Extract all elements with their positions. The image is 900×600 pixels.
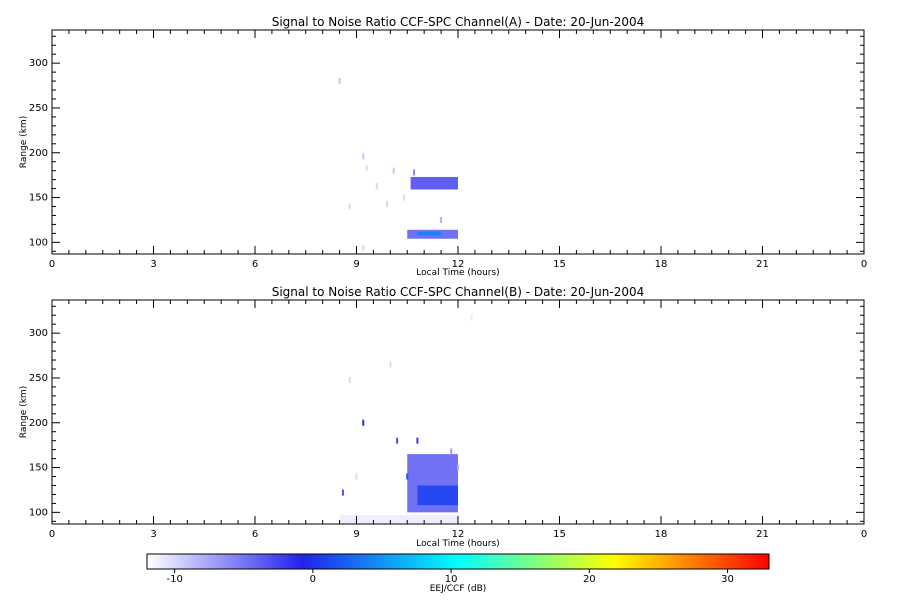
panel-a-point-9 xyxy=(385,200,388,207)
panel-b-xtick-label-7: 21 xyxy=(756,529,769,540)
panel-a-point-7 xyxy=(440,216,443,223)
panel-a-xtick-label-6: 18 xyxy=(655,259,668,270)
panel-channel-a: Signal to Noise Ratio CCF-SPC Channel(A)… xyxy=(19,15,867,278)
panel-b-ytick-label-2: 200 xyxy=(29,418,48,429)
panel-b-xtick-label-2: 6 xyxy=(252,529,258,540)
panel-a-point-4 xyxy=(348,203,351,210)
panel-a-marks xyxy=(338,78,458,251)
panel-a-point-2 xyxy=(365,164,368,171)
panel-b-xtick-label-3: 9 xyxy=(353,529,359,540)
panel-b-point-0 xyxy=(389,361,392,368)
colorbar-tick-label-1: 0 xyxy=(310,574,316,585)
panel-a-ytick-label-2: 200 xyxy=(29,148,48,159)
panel-a-point-10 xyxy=(362,244,365,251)
panel-a-point-3 xyxy=(375,182,378,189)
panel-b-xtick-label-1: 3 xyxy=(150,529,156,540)
panel-b-xlabel: Local Time (hours) xyxy=(416,539,499,549)
panel-b-region-2 xyxy=(417,485,458,506)
panel-b-ytick-label-1: 150 xyxy=(29,463,48,474)
panel-b-point-10 xyxy=(470,314,473,321)
panel-a-ylabel: Range (km) xyxy=(19,116,29,168)
colorbar-gradient xyxy=(146,553,770,570)
panel-b-point-2 xyxy=(362,419,365,426)
colorbar-label: EEJ/CCF (dB) xyxy=(430,584,487,594)
panel-b-point-7 xyxy=(457,464,459,471)
panel-a-xlabel: Local Time (hours) xyxy=(416,268,499,278)
panel-b-ylabel: Range (km) xyxy=(19,386,29,438)
panel-a-ytick-label-0: 100 xyxy=(29,237,48,248)
panel-a-ytick-label-4: 300 xyxy=(29,58,48,69)
panel-a-xtick-label-2: 6 xyxy=(252,259,258,270)
panel-b-marks xyxy=(339,314,473,524)
panel-a-xtick-label-1: 3 xyxy=(150,259,156,270)
colorbar-ticks: -10 0 10 20 30 xyxy=(166,569,734,585)
colorbar-tick-label-3: 20 xyxy=(583,574,596,585)
panel-a-point-8 xyxy=(392,167,395,174)
panel-a-title: Signal to Noise Ratio CCF-SPC Channel(A)… xyxy=(272,15,645,29)
panel-b-title: Signal to Noise Ratio CCF-SPC Channel(B)… xyxy=(272,285,645,299)
panel-a-region-2 xyxy=(417,231,442,236)
panel-b-region-0 xyxy=(339,515,458,524)
panel-a-xtick-label-7: 21 xyxy=(756,259,769,270)
panel-a-frame xyxy=(51,29,865,255)
panel-b-xtick-label-8: 0 xyxy=(861,529,867,540)
panel-b-xtick-label-5: 15 xyxy=(553,529,566,540)
panel-b-ytick-label-3: 250 xyxy=(29,373,48,384)
panel-a-point-1 xyxy=(362,153,365,160)
colorbar: -10 0 10 20 30 EEJ/CCF (dB) xyxy=(146,553,770,594)
panel-b-xtick-label-6: 18 xyxy=(655,529,668,540)
panel-b-point-1 xyxy=(348,376,351,383)
panel-b-ytick-label-0: 100 xyxy=(29,507,48,518)
colorbar-tick-label-4: 30 xyxy=(721,574,734,585)
panel-b-ytick-label-4: 300 xyxy=(29,328,48,339)
panel-a-xtick-label-5: 15 xyxy=(553,259,566,270)
panel-a-point-0 xyxy=(338,78,341,85)
panel-a-region-0 xyxy=(410,176,458,190)
panel-b-point-4 xyxy=(396,437,399,444)
colorbar-tick-label-0: -10 xyxy=(166,574,182,585)
panel-b-xtick-label-4: 12 xyxy=(452,529,465,540)
panel-a-xtick-label-4: 12 xyxy=(452,259,465,270)
panel-a-ytick-label-1: 150 xyxy=(29,193,48,204)
panel-channel-b: Signal to Noise Ratio CCF-SPC Channel(B)… xyxy=(19,285,867,549)
panel-b-xtick-label-0: 0 xyxy=(49,529,55,540)
panel-a-point-6 xyxy=(402,194,405,201)
panel-a-xtick-label-3: 9 xyxy=(353,259,359,270)
panel-a-point-5 xyxy=(413,169,416,176)
panel-b-point-9 xyxy=(355,473,358,480)
panel-a-ytick-label-3: 250 xyxy=(29,103,48,114)
panel-b-point-3 xyxy=(341,489,344,496)
panel-a-xtick-label-0: 0 xyxy=(49,259,55,270)
colorbar-tick-label-2: 10 xyxy=(445,574,458,585)
panel-b-point-5 xyxy=(416,437,419,444)
panel-b-point-6 xyxy=(406,473,409,480)
panel-a-xtick-label-8: 0 xyxy=(861,259,867,270)
panel-b-point-8 xyxy=(450,448,453,455)
